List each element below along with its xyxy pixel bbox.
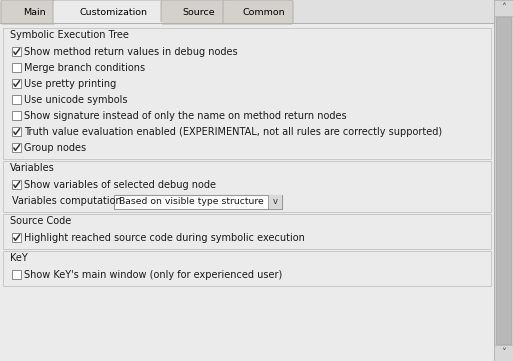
FancyBboxPatch shape [1, 0, 55, 24]
FancyBboxPatch shape [161, 0, 225, 24]
Bar [3, 28, 491, 159]
Text: Use unicode symbols: Use unicode symbols [24, 95, 128, 105]
Bar [12, 180, 21, 189]
Text: Variables: Variables [10, 163, 55, 173]
Text: KeY: KeY [10, 253, 28, 263]
Bar [55, 22, 162, 25]
Bar [496, 17, 511, 344]
Bar [12, 47, 21, 56]
Bar [494, 345, 513, 361]
Bar [12, 143, 21, 152]
Bar [114, 195, 282, 209]
Bar [12, 127, 21, 136]
Text: ˄: ˄ [501, 3, 506, 13]
Text: Based on visible type structure: Based on visible type structure [119, 197, 264, 206]
Bar [12, 270, 21, 279]
Text: Common: Common [243, 8, 285, 17]
Text: Customization: Customization [80, 8, 148, 17]
Bar [3, 214, 491, 249]
Bar [268, 195, 282, 209]
Bar [12, 63, 21, 72]
Text: ˅: ˅ [501, 348, 506, 358]
Bar [12, 111, 21, 120]
Bar [494, 0, 513, 16]
Text: Symbolic Execution Tree: Symbolic Execution Tree [10, 30, 129, 40]
Bar [3, 161, 491, 212]
Text: v: v [272, 197, 278, 206]
FancyBboxPatch shape [223, 0, 293, 24]
Text: Show signature instead of only the name on method return nodes: Show signature instead of only the name … [24, 111, 347, 121]
Text: Use pretty printing: Use pretty printing [24, 79, 116, 89]
Bar [12, 95, 21, 104]
Text: Source: Source [183, 8, 215, 17]
Bar [0, 0, 513, 24]
Bar [494, 0, 513, 361]
Text: Group nodes: Group nodes [24, 143, 86, 153]
Text: Variables computation: Variables computation [12, 196, 122, 206]
Bar [12, 233, 21, 242]
FancyBboxPatch shape [53, 0, 163, 24]
Text: Truth value evaluation enabled (EXPERIMENTAL, not all rules are correctly suppor: Truth value evaluation enabled (EXPERIME… [24, 127, 442, 137]
Text: Show variables of selected debug node: Show variables of selected debug node [24, 180, 216, 190]
Text: Main: Main [23, 8, 45, 17]
Text: Merge branch conditions: Merge branch conditions [24, 63, 145, 73]
Bar [3, 251, 491, 286]
Text: Highlight reached source code during symbolic execution: Highlight reached source code during sym… [24, 233, 305, 243]
Text: Show method return values in debug nodes: Show method return values in debug nodes [24, 47, 238, 57]
Bar [12, 79, 21, 88]
Text: Source Code: Source Code [10, 216, 71, 226]
Text: Show KeY's main window (only for experienced user): Show KeY's main window (only for experie… [24, 270, 282, 280]
